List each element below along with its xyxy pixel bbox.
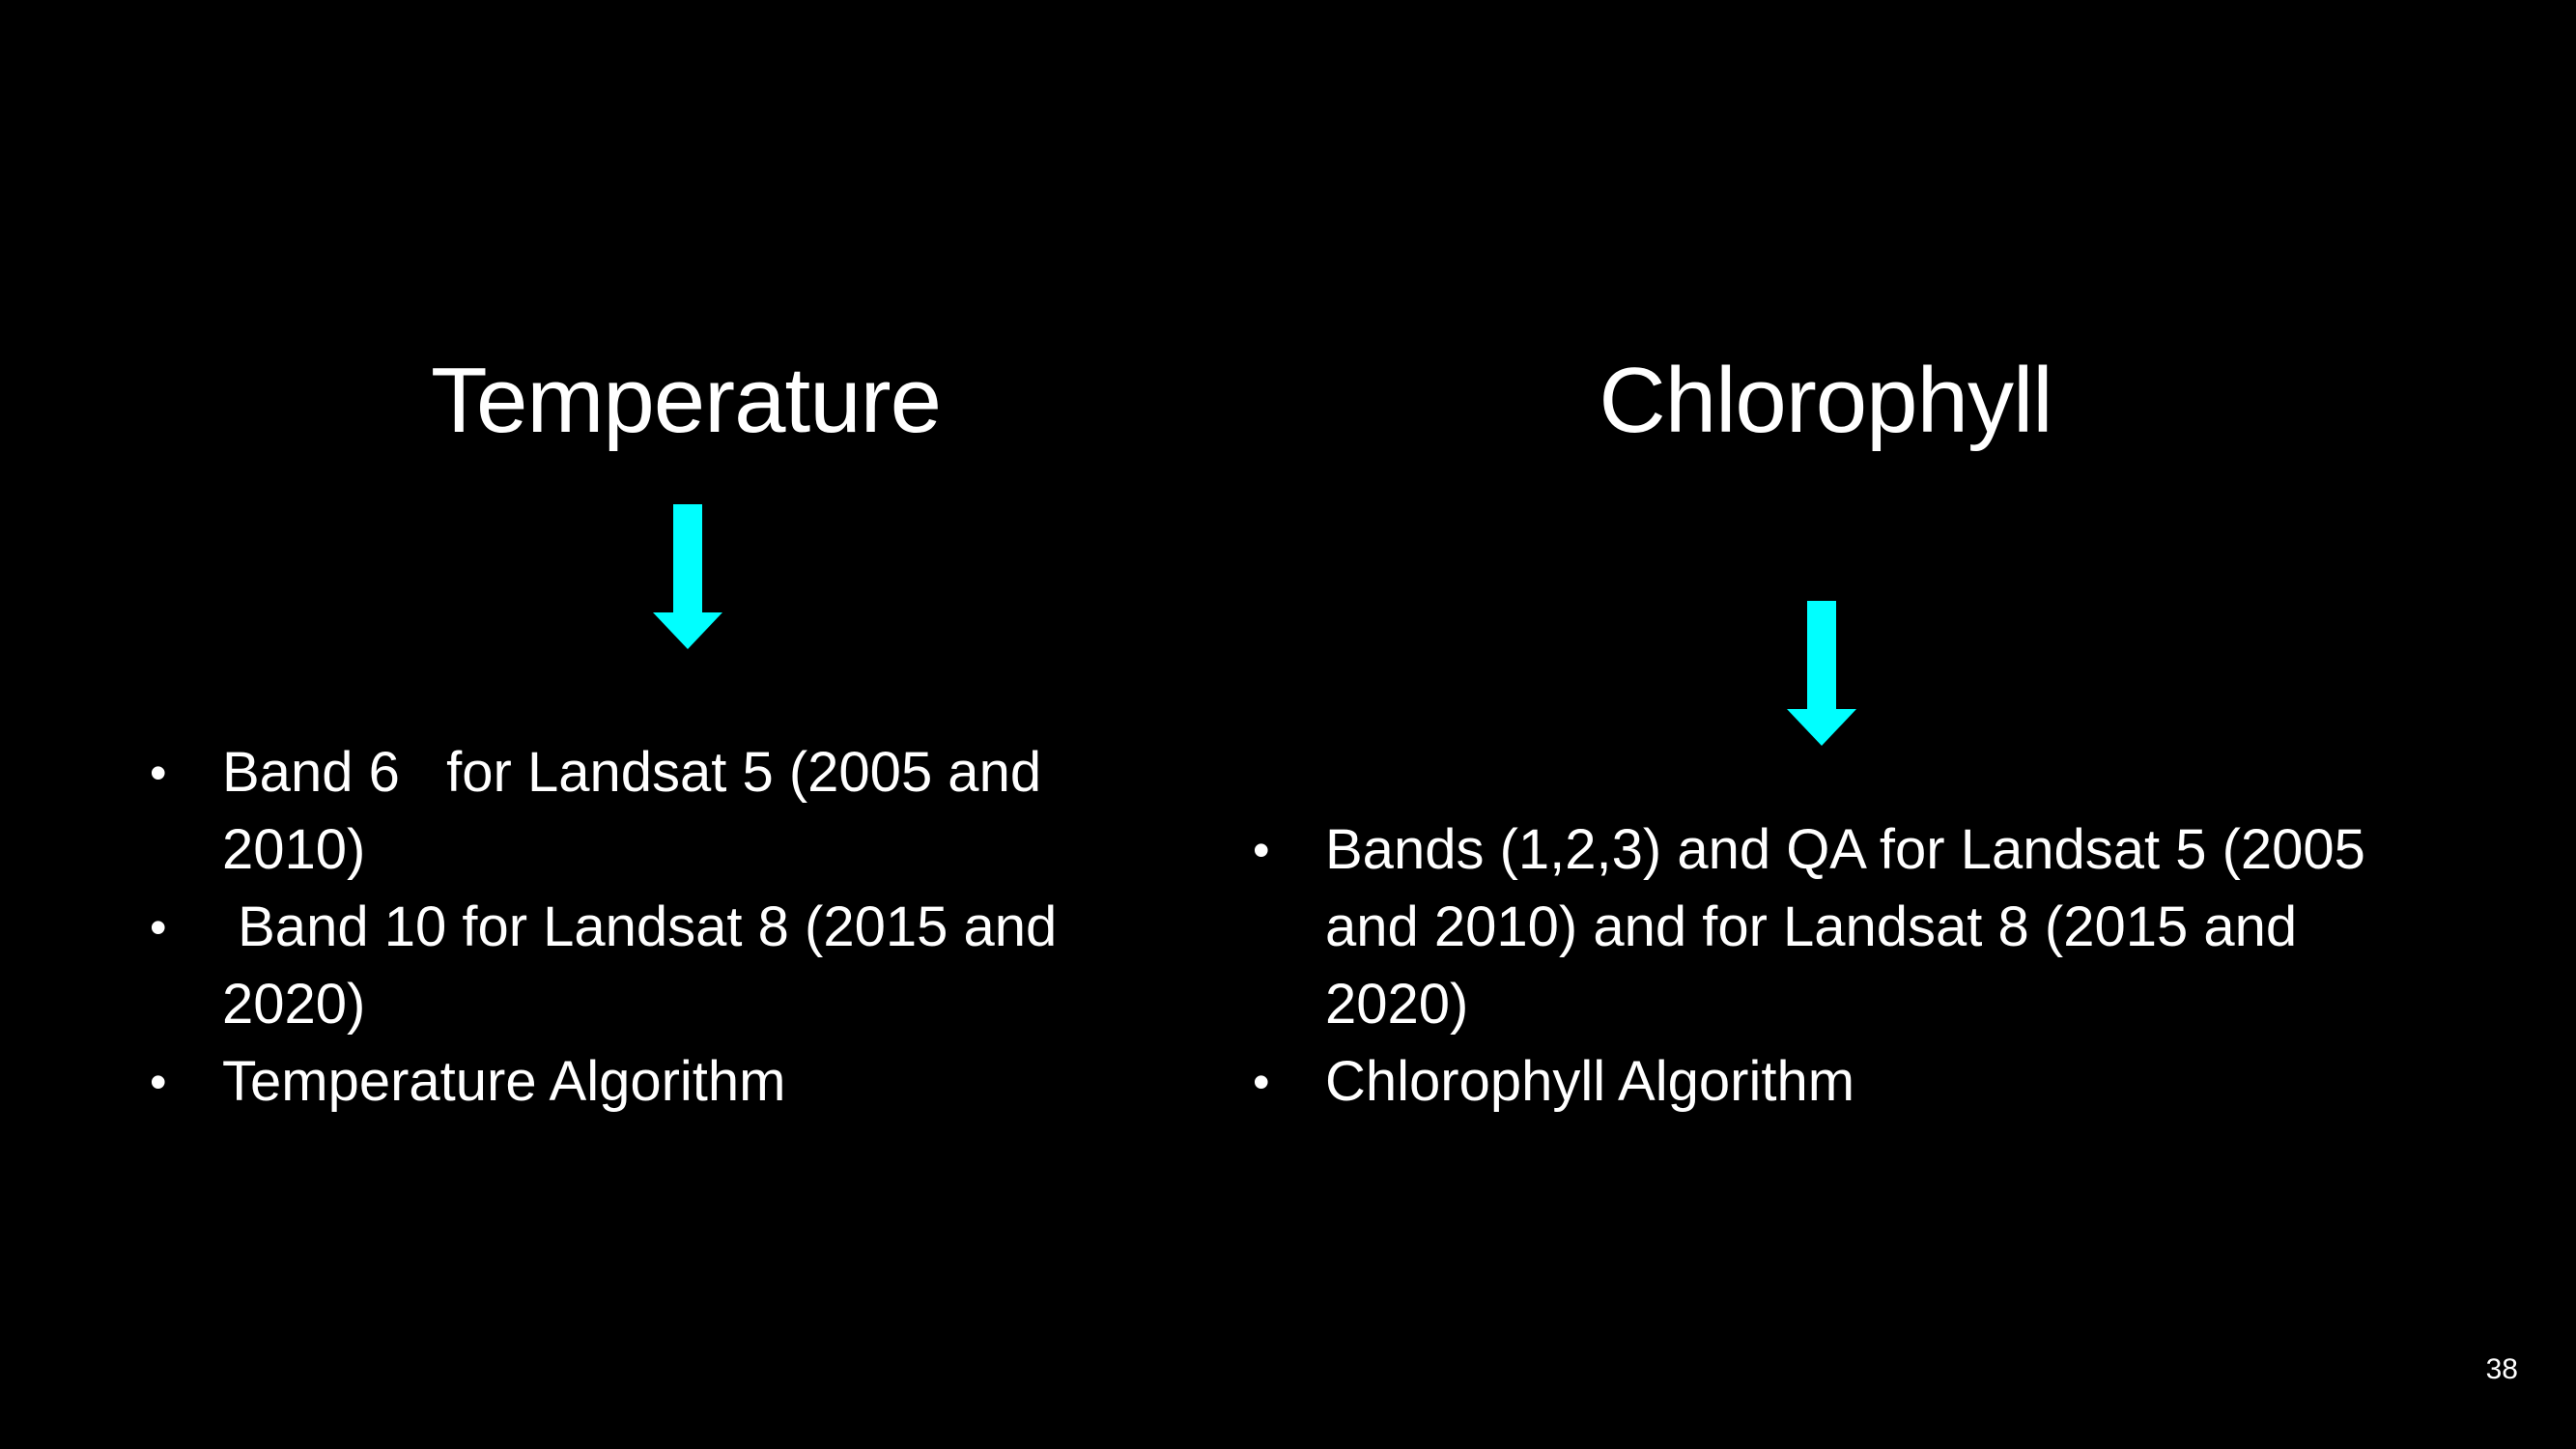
chlorophyll-heading: Chlorophyll (1599, 349, 2052, 452)
bullet-icon: • (150, 900, 167, 954)
page-number: 38 (2485, 1353, 2518, 1385)
bullet-text: Chlorophyll Algorithm (1325, 1050, 1855, 1113)
bullet-text: Band 6 for Landsat 5 (2005 and 2010) (222, 741, 1058, 881)
list-item: • Band 6 for Landsat 5 (2005 and 2010) (150, 734, 1130, 889)
down-arrow-icon (653, 504, 722, 649)
chlorophyll-bullet-list: • Bands (1,2,3) and QA for Landsat 5 (20… (1253, 811, 2436, 1121)
list-item: • Temperature Algorithm (150, 1043, 1130, 1121)
bullet-text: Bands (1,2,3) and QA for Landsat 5 (2005… (1325, 818, 2365, 1036)
list-item: • Band 10 for Landsat 8 (2015 and 2020) (150, 889, 1130, 1043)
bullet-icon: • (1253, 823, 1270, 877)
down-arrow-icon (1787, 601, 1856, 746)
temperature-heading: Temperature (431, 349, 942, 452)
list-item: • Bands (1,2,3) and QA for Landsat 5 (20… (1253, 811, 2436, 1043)
bullet-icon: • (150, 1055, 167, 1109)
list-item: • Chlorophyll Algorithm (1253, 1043, 2436, 1121)
bullet-text: Band 10 for Landsat 8 (2015 and 2020) (222, 895, 1073, 1036)
temperature-bullet-list: • Band 6 for Landsat 5 (2005 and 2010) •… (150, 734, 1130, 1121)
bullet-text: Temperature Algorithm (222, 1050, 786, 1113)
bullet-icon: • (1253, 1055, 1270, 1109)
bullet-icon: • (150, 746, 167, 800)
